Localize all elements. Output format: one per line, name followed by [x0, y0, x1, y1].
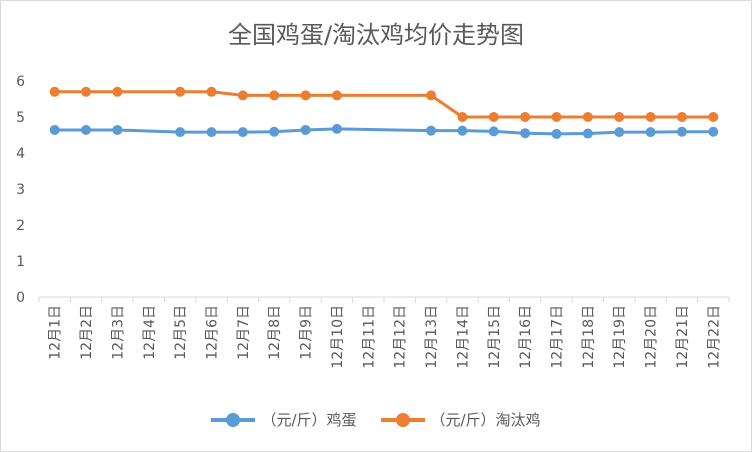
data-point-series-1 — [175, 86, 186, 97]
data-point-series-0 — [81, 124, 92, 135]
data-point-series-0 — [708, 126, 719, 137]
data-point-series-0 — [300, 124, 311, 135]
y-tick-label: 3 — [16, 182, 25, 198]
legend-dot-eggs — [226, 412, 241, 427]
x-tick-label: 12月10日 — [330, 305, 346, 369]
x-tick-label: 12月6日 — [205, 305, 221, 360]
y-tick-label: 0 — [16, 290, 25, 306]
data-point-series-1 — [520, 112, 531, 122]
y-tick-label: 1 — [16, 254, 25, 270]
x-tick-label: 12月4日 — [142, 305, 158, 360]
data-point-series-0 — [645, 127, 656, 138]
series-line-1 — [54, 90, 714, 119]
y-tick-label: 4 — [16, 146, 25, 162]
data-point-series-0 — [206, 127, 217, 138]
legend-marker-eggs — [211, 412, 256, 427]
x-tick-label: 12月9日 — [299, 305, 315, 360]
data-point-series-1 — [426, 90, 437, 101]
data-point-series-1 — [81, 86, 92, 97]
data-point-series-0 — [582, 128, 593, 139]
legend-item-eggs: （元/斤）鸡蛋 — [211, 409, 357, 430]
x-tick-label: 12月11日 — [361, 305, 377, 369]
data-point-series-1 — [112, 86, 123, 97]
data-point-series-1 — [582, 112, 593, 122]
x-tick-label: 12月22日 — [706, 305, 722, 369]
legend-dot-culled-hens — [395, 412, 410, 427]
data-point-series-1 — [49, 86, 60, 97]
x-tick-label: 12月12日 — [393, 305, 409, 369]
data-point-series-1 — [551, 112, 562, 122]
data-point-series-1 — [676, 112, 687, 122]
data-point-series-1 — [708, 112, 719, 122]
y-tick-label: 2 — [16, 218, 25, 234]
x-tick-label: 12月8日 — [267, 305, 283, 360]
legend: （元/斤）鸡蛋 （元/斤）淘汰鸡 — [1, 409, 751, 430]
x-tick-label: 12月19日 — [612, 305, 628, 369]
data-point-series-1 — [300, 90, 311, 101]
data-point-series-1 — [237, 90, 248, 101]
x-tick-label: 12月16日 — [518, 305, 534, 369]
x-tick-label: 12月15日 — [487, 305, 503, 369]
data-point-series-0 — [457, 125, 468, 136]
data-point-series-0 — [331, 123, 342, 134]
x-tick-label: 12月21日 — [675, 305, 691, 369]
data-point-series-1 — [269, 90, 280, 101]
data-point-series-1 — [488, 112, 499, 122]
x-tick-label: 12月1日 — [48, 305, 64, 360]
legend-marker-culled-hens — [380, 412, 425, 427]
y-tick-label: 5 — [16, 110, 25, 126]
data-point-series-1 — [614, 112, 625, 122]
x-tick-label: 12月20日 — [644, 305, 660, 369]
x-tick-label: 12月2日 — [79, 305, 95, 360]
data-point-series-1 — [457, 112, 468, 122]
x-tick-label: 12月7日 — [236, 305, 252, 360]
data-point-series-1 — [645, 112, 656, 122]
chart-title: 全国鸡蛋/淘汰鸡均价走势图 — [227, 21, 525, 49]
x-tick-label: 12月13日 — [424, 305, 440, 369]
data-point-series-0 — [488, 126, 499, 137]
data-point-series-1 — [206, 86, 217, 97]
legend-label-eggs: （元/斤）鸡蛋 — [261, 411, 357, 429]
x-tick-label: 12月14日 — [455, 305, 471, 369]
data-point-series-0 — [49, 124, 60, 135]
legend-item-culled-hens: （元/斤）淘汰鸡 — [380, 409, 541, 430]
data-point-series-0 — [614, 127, 625, 138]
x-tick-label: 12月5日 — [173, 305, 189, 360]
x-tick-label: 12月3日 — [110, 305, 126, 360]
data-point-series-0 — [175, 127, 186, 138]
x-tick-label: 12月18日 — [581, 305, 597, 369]
data-point-series-0 — [551, 128, 562, 139]
data-point-series-0 — [269, 126, 280, 137]
data-point-series-0 — [426, 125, 437, 136]
y-tick-label: 6 — [16, 74, 25, 90]
data-point-series-1 — [331, 90, 342, 101]
data-point-series-0 — [237, 127, 248, 138]
data-point-series-0 — [112, 124, 123, 135]
legend-label-culled-hens: （元/斤）淘汰鸡 — [430, 411, 541, 429]
data-point-series-0 — [520, 128, 531, 139]
x-tick-label: 12月17日 — [550, 305, 566, 369]
data-point-series-0 — [676, 126, 687, 137]
